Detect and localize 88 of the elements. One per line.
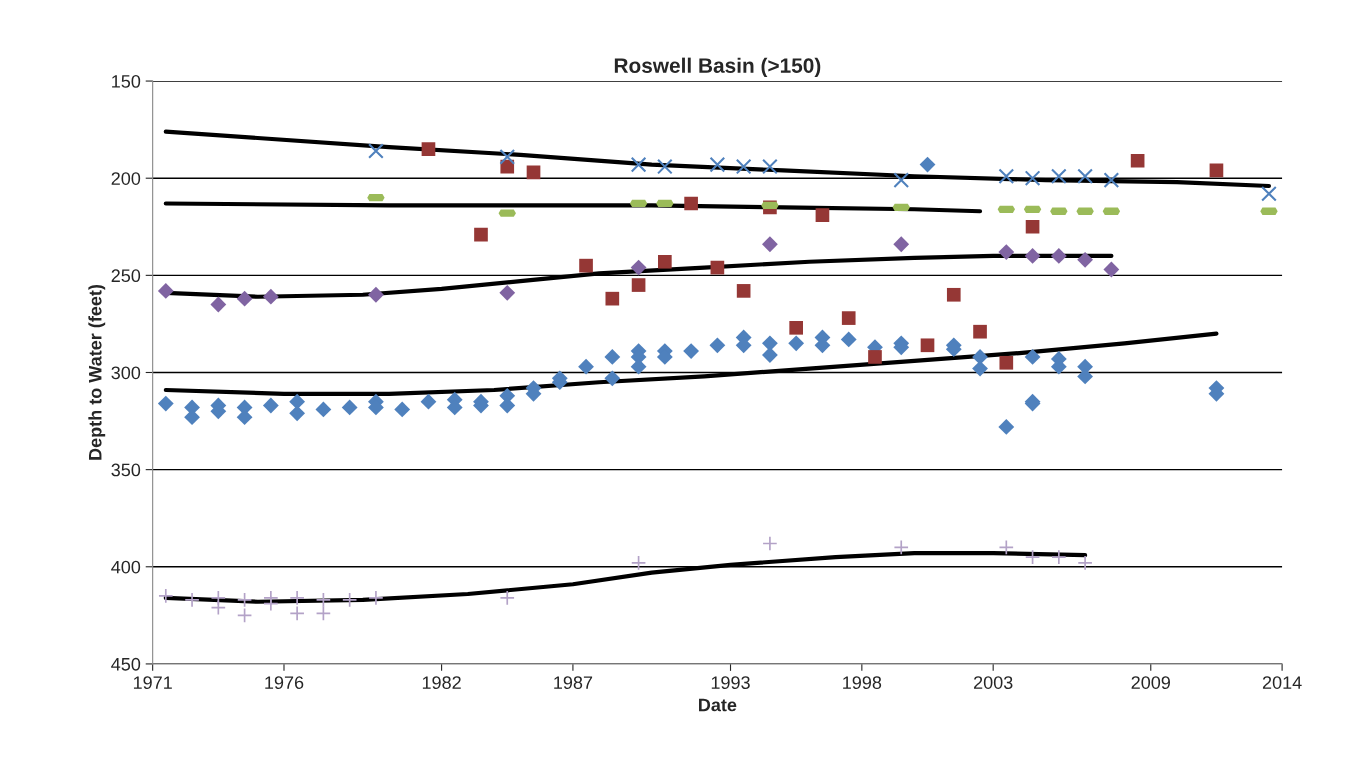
- x-tick-label: 1993: [711, 676, 750, 689]
- y-axis-title: Depth to Water (feet): [88, 284, 106, 460]
- point: [1077, 555, 1093, 571]
- line-series: [163, 201, 983, 214]
- x-tick-label: 2014: [1262, 676, 1302, 689]
- point: [289, 590, 305, 606]
- point: [579, 258, 593, 273]
- point: [893, 236, 910, 253]
- point: [999, 355, 1014, 370]
- point: [1024, 248, 1041, 264]
- point: [1077, 251, 1094, 268]
- point: [630, 259, 647, 276]
- point: [1261, 185, 1277, 202]
- y-tick-label: 250: [111, 269, 141, 283]
- x-tick-label: 1998: [843, 676, 882, 689]
- point: [1050, 168, 1067, 185]
- point: [998, 539, 1014, 556]
- y-tick-label: 200: [111, 172, 141, 185]
- point: [1050, 248, 1067, 264]
- point: [893, 539, 909, 556]
- point: [210, 599, 226, 616]
- point: [1077, 168, 1093, 185]
- point: [368, 590, 384, 606]
- point: [499, 590, 515, 606]
- point: [631, 278, 646, 292]
- point: [289, 605, 305, 622]
- point: [474, 227, 488, 242]
- point: [1024, 170, 1041, 187]
- point: [1051, 549, 1067, 565]
- point: [684, 196, 698, 211]
- point: [630, 555, 647, 571]
- point: [789, 320, 804, 335]
- point: [1130, 153, 1145, 168]
- y-tick-label: 400: [111, 560, 141, 574]
- point: [841, 311, 856, 325]
- point: [368, 286, 384, 303]
- point: [658, 254, 672, 269]
- point: [1024, 549, 1041, 565]
- point: [762, 158, 778, 175]
- point: [762, 535, 778, 552]
- x-tick-label: 1976: [265, 676, 304, 689]
- point: [1103, 261, 1120, 278]
- y-tick-label: 450: [111, 657, 141, 671]
- point: [709, 156, 726, 173]
- point: [1103, 172, 1120, 189]
- point: [158, 588, 174, 604]
- point: [499, 284, 516, 301]
- x-tick-label: 2009: [1131, 676, 1170, 689]
- point: [499, 148, 516, 165]
- point: [368, 143, 384, 159]
- point: [210, 296, 227, 313]
- point: [920, 338, 935, 353]
- point: [1025, 219, 1040, 234]
- point: [973, 324, 987, 339]
- point: [236, 607, 253, 624]
- point: [656, 158, 673, 175]
- point: [421, 142, 436, 156]
- x-axis-title: Date: [699, 698, 737, 712]
- point: [605, 291, 620, 306]
- point: [1209, 163, 1224, 178]
- point: [868, 350, 882, 364]
- y-tick-label: 150: [112, 74, 141, 88]
- point: [630, 156, 647, 173]
- x-tick-label: 1987: [554, 676, 593, 689]
- point: [893, 172, 910, 189]
- point: [946, 287, 961, 302]
- point: [762, 236, 778, 253]
- point: [236, 290, 253, 307]
- x-tick-label: 1982: [422, 676, 461, 689]
- point: [998, 244, 1015, 260]
- x-tick-label: 2003: [974, 676, 1013, 689]
- point: [315, 592, 332, 608]
- point: [184, 592, 200, 608]
- point: [315, 605, 332, 622]
- point: [998, 168, 1015, 185]
- y-tick-label: 300: [111, 366, 141, 380]
- chart-title: Roswell Basin (>150): [614, 57, 821, 78]
- point: [710, 260, 725, 275]
- point: [736, 284, 751, 298]
- x-tick-label: 1971: [133, 676, 172, 689]
- point: [262, 288, 279, 305]
- y-tick-label: 350: [111, 463, 141, 477]
- point: [526, 165, 541, 180]
- point: [815, 208, 830, 222]
- point: [341, 592, 358, 608]
- point: [735, 158, 752, 175]
- point: [157, 282, 174, 299]
- point: [236, 592, 253, 608]
